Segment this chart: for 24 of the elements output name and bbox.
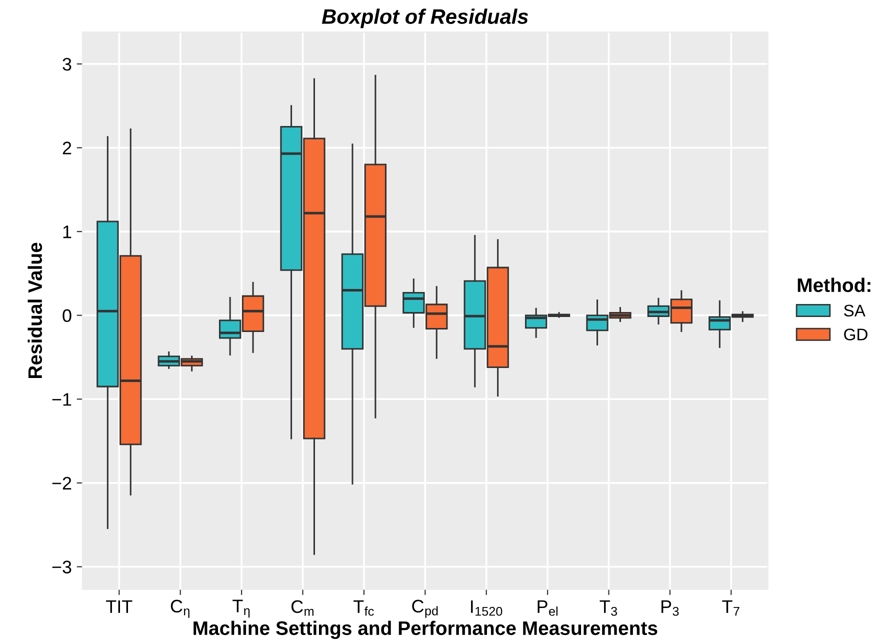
legend-label: GD (844, 328, 868, 340)
y-tick-label: −1 (52, 393, 72, 406)
x-tick-label: T$_{η}$ (232, 600, 250, 618)
x-tick-label: I$_{1520}$ (471, 600, 502, 616)
x-axis-title: Machine Settings and Performance Measurements (194, 620, 658, 639)
x-tick-label: T$_{fc}$ (354, 600, 374, 616)
x-tick-label: C$_{pd}$ (412, 600, 438, 618)
x-tick-label: C$_{η}$ (170, 600, 190, 618)
y-tick-label: 0 (62, 309, 72, 322)
x-tick-label: T$_{3}$ (600, 600, 618, 616)
chart-title: Boxplot of Residuals (322, 8, 528, 28)
y-tick-label: 2 (62, 142, 72, 154)
x-tick-label: P$_{el}$ (538, 600, 558, 616)
y-tick-label: −2 (52, 476, 72, 490)
y-tick-label: −3 (52, 560, 72, 574)
x-tick-label: C$_{m}$ (291, 600, 314, 616)
x-tick-label: P$_{3}$ (662, 600, 679, 616)
y-axis-title: Residual Value (28, 242, 42, 378)
legend-label: SA (844, 304, 866, 316)
legend-title: Method: (798, 278, 870, 292)
y-tick-label: 1 (63, 226, 72, 238)
x-tick-label: T$_{7}$ (722, 600, 740, 616)
x-tick-label: TIT (106, 600, 132, 613)
y-tick-label: 3 (62, 58, 72, 71)
